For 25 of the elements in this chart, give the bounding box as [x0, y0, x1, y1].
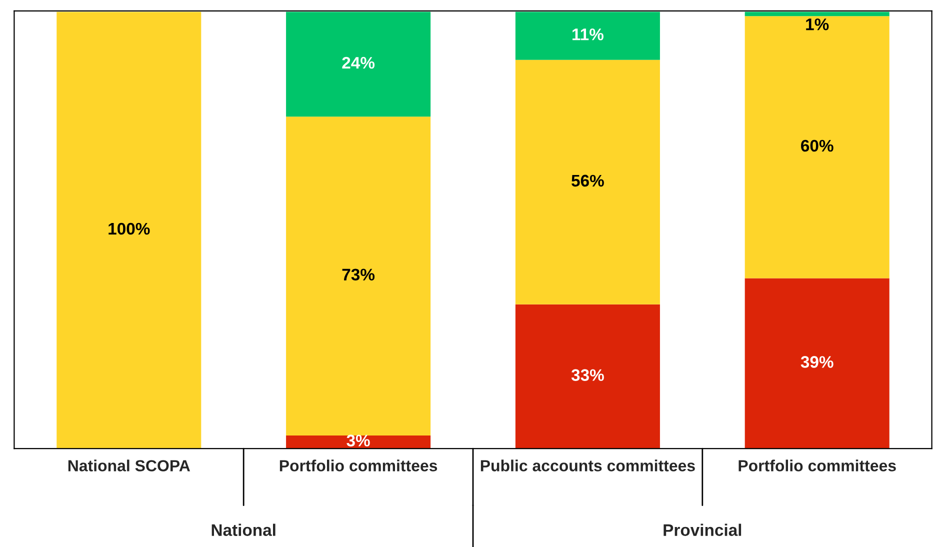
x-tick-label: National SCOPA	[68, 460, 190, 472]
data-label: 56%	[572, 174, 604, 187]
data-label: 33%	[571, 369, 604, 381]
bar	[744, 12, 890, 16]
text: Provincial	[664, 524, 742, 536]
bar	[744, 278, 890, 449]
bar	[286, 12, 431, 117]
bar	[744, 16, 890, 278]
x-tick-label: Public accounts committees	[480, 460, 695, 472]
data-label: 1%	[806, 18, 829, 30]
data-label: 3%	[346, 434, 370, 446]
data-label: 24%	[342, 56, 375, 69]
bar	[515, 304, 660, 449]
text: National	[212, 524, 276, 536]
bar	[56, 12, 202, 449]
bar	[286, 116, 431, 436]
data-label: 73%	[342, 268, 375, 281]
x-tick-label: Portfolio committees	[280, 460, 438, 472]
x-tick-label: Portfolio committees	[738, 460, 896, 472]
data-label: 39%	[800, 356, 834, 368]
bar	[515, 60, 660, 304]
data-label: 100%	[108, 222, 150, 235]
data-label: 11%	[572, 28, 604, 40]
bar	[515, 12, 660, 60]
data-label: 60%	[801, 140, 834, 152]
